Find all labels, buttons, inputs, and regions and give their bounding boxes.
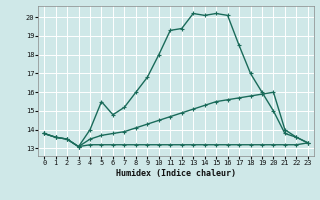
- X-axis label: Humidex (Indice chaleur): Humidex (Indice chaleur): [116, 169, 236, 178]
